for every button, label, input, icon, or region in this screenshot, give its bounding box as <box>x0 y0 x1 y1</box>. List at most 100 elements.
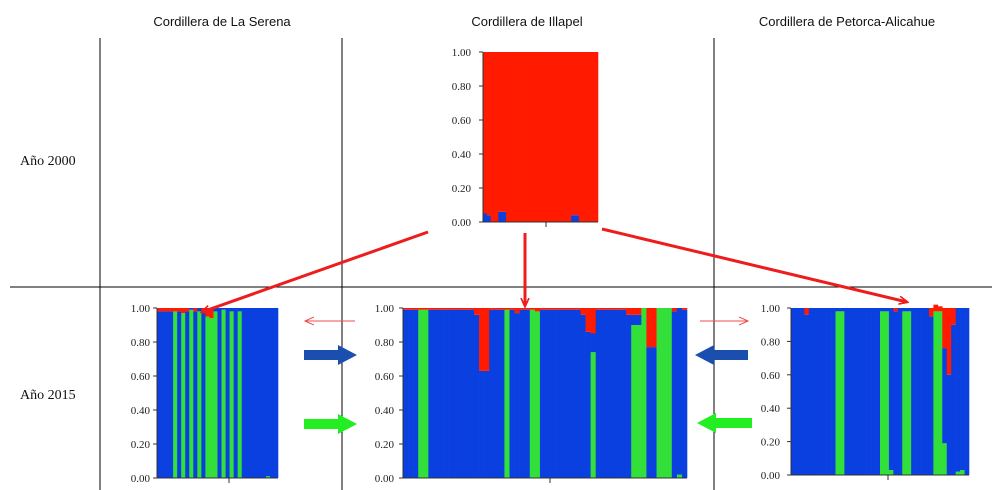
individual-bar <box>525 52 530 222</box>
bar-segment-green <box>636 325 642 478</box>
bar-segment-red <box>181 308 186 314</box>
bar-segment-red <box>513 52 518 222</box>
bar-segment-green <box>656 308 662 478</box>
individual-bar <box>479 308 485 478</box>
individual-bar <box>571 52 576 222</box>
bar-segment-blue <box>590 333 597 353</box>
individual-bar <box>265 308 271 478</box>
individual-bar <box>586 52 591 222</box>
bar-segment-red <box>626 308 632 315</box>
bar-segment-blue <box>403 309 409 478</box>
bar-segment-blue <box>257 308 263 478</box>
bar-segment-red <box>540 52 545 222</box>
y-tick-label: 0.60 <box>452 115 472 127</box>
bar-segment-green <box>229 311 234 478</box>
individual-bar <box>582 52 587 222</box>
bar-segment-blue <box>413 309 419 478</box>
bar-segment-blue <box>494 309 500 478</box>
individual-bar <box>964 308 970 475</box>
bar-segment-red <box>600 308 607 310</box>
bar-segment-blue <box>539 309 546 478</box>
individual-bar <box>173 308 178 478</box>
bar-segment-green <box>960 469 965 475</box>
bar-segment-red <box>403 308 409 310</box>
bar-segment-blue <box>273 308 279 478</box>
individual-bar <box>544 52 549 222</box>
bar-segment-blue <box>616 309 622 478</box>
bar-segment-red <box>506 52 511 222</box>
bar-segment-blue <box>161 311 166 478</box>
bar-segment-blue <box>555 309 561 478</box>
individual-bar <box>209 308 214 478</box>
individual-bar <box>915 308 921 475</box>
individual-bar <box>443 308 449 478</box>
bar-segment-red <box>621 308 627 310</box>
structure-plot-petorca-2015: 1.00 0.80 0.60 0.40 0.20 0.00 <box>761 303 970 482</box>
bar-segment-red <box>571 52 576 216</box>
bar-segment-red <box>605 308 612 310</box>
individual-bar <box>871 308 876 475</box>
individual-bar <box>165 308 170 478</box>
individual-bar <box>580 308 586 478</box>
individual-bar <box>951 308 956 475</box>
bar-segment-blue <box>265 308 271 477</box>
bar-segment-red <box>177 308 182 312</box>
individual-bar <box>529 52 534 222</box>
y-tick-label: 1.00 <box>375 303 395 315</box>
individual-bar <box>197 308 202 478</box>
bar-segment-blue <box>249 308 255 478</box>
bar-segment-blue <box>831 308 836 475</box>
bar-segment-blue <box>438 309 444 478</box>
bar-segment-blue <box>651 347 657 478</box>
individual-bar <box>502 52 507 222</box>
bar-segment-blue <box>463 309 470 478</box>
individual-bar <box>567 52 572 222</box>
bar-segment-green <box>933 311 939 475</box>
bar-segment-red <box>514 308 520 314</box>
bar-segment-blue <box>408 309 414 478</box>
bar-segment-blue <box>443 309 449 478</box>
bar-segment-blue <box>524 309 531 478</box>
bar-segment-blue <box>545 309 551 478</box>
y-tick-label: 0.40 <box>452 149 472 161</box>
bar-segment-blue <box>862 308 867 475</box>
individual-bar <box>826 308 832 475</box>
bar-segment-red <box>545 308 551 310</box>
bar-segment-blue <box>486 215 491 222</box>
bar-segment-red <box>565 308 571 310</box>
bar-segment-red <box>942 308 948 349</box>
individual-bar <box>920 308 925 475</box>
individual-bar <box>853 308 859 475</box>
bar-segment-blue <box>245 308 251 478</box>
individual-bar <box>529 308 536 478</box>
bar-segment-blue <box>502 211 507 222</box>
bar-segment-blue <box>571 215 576 222</box>
individual-bar <box>253 308 259 478</box>
bar-segment-blue <box>484 370 490 478</box>
individual-bar <box>924 308 930 475</box>
individual-bar <box>225 308 230 478</box>
y-tick-label: 0.00 <box>452 217 472 229</box>
individual-bar <box>884 308 890 475</box>
individual-bar <box>177 308 182 478</box>
bar-segment-blue <box>189 308 194 310</box>
bar-segment-blue <box>448 309 455 478</box>
bar-segment-green <box>631 325 637 478</box>
bar-segment-red <box>463 308 470 310</box>
individual-bar <box>261 308 267 478</box>
y-tick-label: 0.40 <box>761 403 781 415</box>
bar-segment-blue <box>261 308 267 478</box>
bar-segment-red <box>499 308 505 310</box>
bar-segment-red <box>519 308 526 310</box>
bar-segment-red <box>489 308 495 310</box>
individual-bar <box>839 308 845 475</box>
bar-segment-blue <box>474 314 480 478</box>
individual-bar <box>517 52 522 222</box>
individual-bar <box>550 308 556 478</box>
bar-segment-red <box>951 308 956 325</box>
bar-segment-red <box>586 52 591 222</box>
bar-segment-blue <box>550 309 556 478</box>
individual-bar <box>548 52 553 222</box>
bar-segment-red <box>453 308 460 310</box>
bar-segment-blue <box>479 370 485 478</box>
